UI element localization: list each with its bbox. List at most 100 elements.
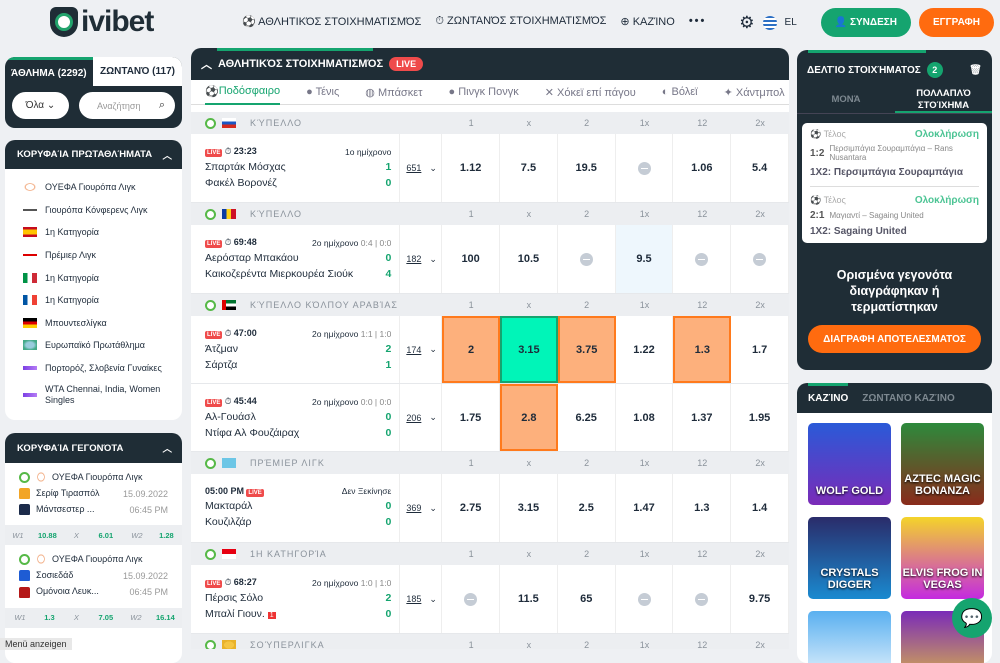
- home-team[interactable]: Σπαρτάκ Μόσχας: [205, 161, 286, 173]
- tab-live[interactable]: ΖΩΝΤΑΝΌ (117): [93, 57, 182, 86]
- trash-icon[interactable]: 🗑: [969, 64, 982, 76]
- odd-button[interactable]: 1.75: [442, 384, 500, 451]
- search-input[interactable]: Αναζήτηση ⌕: [79, 92, 175, 119]
- league-header[interactable]: ΠΡΈΜΙΕΡ ΛΙΓΚ 1 x 2 1x 12 2x: [191, 452, 789, 474]
- nav-sports[interactable]: ⚽ ΑΘΛΗΤΙΚΌΣ ΣΤΟΙΧΗΜΑΤΙΣΜΌΣ: [242, 16, 422, 28]
- casino-game-tile[interactable]: AZTEC MAGIC BONANZA: [901, 423, 984, 505]
- odd-button[interactable]: 11.5: [500, 565, 558, 633]
- collapse-icon[interactable]: ︿: [201, 59, 212, 71]
- collapse-icon[interactable]: ︿: [162, 150, 172, 162]
- away-team[interactable]: Κουζιλζάρ: [205, 516, 252, 528]
- markets-count-link[interactable]: 369: [406, 503, 422, 513]
- odd-button[interactable]: 1.06: [673, 134, 732, 202]
- league-item[interactable]: 1η Κατηγορία: [5, 221, 182, 244]
- nav-casino[interactable]: ⊕ ΚΑΖΊΝΟ: [620, 16, 675, 28]
- register-button[interactable]: ΕΓΓΡΑΦΗ: [918, 8, 994, 37]
- casino-game-tile[interactable]: [808, 611, 891, 663]
- league-header[interactable]: ΚΎΠΕΛΛΟ ΚΌΛΠΟΥ ΑΡΑΒΊΑΣ 1 x 2 1x 12 2x: [191, 294, 789, 316]
- collapse-icon[interactable]: ︿: [162, 444, 172, 455]
- league-item[interactable]: WTA Chennai, India, Women Singles: [5, 379, 182, 411]
- chat-button[interactable]: 💬: [952, 598, 992, 638]
- chevron-down-icon[interactable]: ⌄: [429, 502, 437, 513]
- tab-live-casino[interactable]: ΖΩΝΤΑΝΌ ΚΑΖΊΝΟ: [862, 392, 955, 404]
- odd-button[interactable]: 65: [558, 565, 616, 633]
- league-header[interactable]: ΣΟΎΠΕΡΛΙΓΚΑ 1 x 2 1x 12 2x: [191, 634, 789, 649]
- casino-game-tile[interactable]: CRYSTALS DIGGER: [808, 517, 891, 599]
- sport-tab[interactable]: ◐ Βόλεϊ: [661, 86, 698, 98]
- odd-button[interactable]: 2.8: [500, 384, 558, 451]
- sport-tab[interactable]: ✕ Χόκεϊ επί πάγου: [544, 86, 636, 99]
- away-team[interactable]: Φακέλ Βορονέζ: [205, 177, 277, 189]
- gear-icon[interactable]: ⚙: [739, 12, 755, 32]
- odd-button[interactable]: 6.25: [558, 384, 616, 451]
- odd-button[interactable]: 1.12: [442, 134, 501, 202]
- logo[interactable]: ivibet: [50, 5, 154, 39]
- odd-button[interactable]: 19.5: [558, 134, 616, 202]
- league-item[interactable]: Πορτορόζ, Σλοβενία Γυναίκες: [5, 357, 182, 380]
- tab-casino[interactable]: ΚΑΖΊΝΟ: [808, 392, 849, 404]
- odd-button[interactable]: 9.75: [731, 565, 789, 633]
- odd-button[interactable]: 3.15: [500, 316, 558, 383]
- odd-w1[interactable]: W1 1.3: [14, 613, 55, 622]
- odd-button[interactable]: 1.7: [731, 316, 789, 383]
- league-item[interactable]: ΟΥΕΦΑ Γιουρόπα Λιγκ: [5, 176, 182, 199]
- odd-x[interactable]: X 7.05: [73, 613, 114, 622]
- odd-button[interactable]: 1.08: [616, 384, 674, 451]
- league-header[interactable]: ΚΎΠΕΛΛΟ 1 x 2 1x 12 2x: [191, 203, 789, 225]
- sport-tab[interactable]: ● Πινγκ Πονγκ: [448, 86, 519, 98]
- odd-w1[interactable]: W1 10.88: [12, 530, 57, 540]
- odd-x[interactable]: X 6.01: [73, 530, 114, 540]
- odd-button[interactable]: 2.5: [558, 474, 616, 542]
- away-team[interactable]: Καικοζερέντα Μιερκουρέα Σιούκ: [205, 268, 354, 280]
- chevron-down-icon[interactable]: ⌄: [429, 253, 437, 264]
- league-item[interactable]: Γιουρόπα Κόνφερενς Λιγκ: [5, 199, 182, 222]
- markets-count-link[interactable]: 174: [406, 344, 422, 355]
- chevron-down-icon[interactable]: ⌄: [429, 593, 437, 604]
- league-header[interactable]: ΚΎΠΕΛΛΟ 1 x 2 1x 12 2x: [191, 112, 789, 134]
- chevron-down-icon[interactable]: ⌄: [429, 344, 437, 354]
- odd-button[interactable]: 5.4: [731, 134, 789, 202]
- tab-single[interactable]: ΜΟΝΆ: [831, 94, 861, 105]
- league-item[interactable]: Ευρωπαϊκό Πρωτάθλημα: [5, 334, 182, 357]
- odd-button[interactable]: 100: [442, 225, 501, 293]
- top-event-card[interactable]: ΟΥΕΦΑ Γιουρόπα Λιγκ Σερίφ Τιρασπόλ 15.09.…: [5, 463, 182, 546]
- sport-tab[interactable]: ⚽ Ποδόσφαιρο: [205, 80, 281, 105]
- markets-count-link[interactable]: 182: [406, 254, 422, 264]
- markets-count-link[interactable]: 206: [406, 412, 422, 423]
- sport-tab[interactable]: ✦ Χάντμπολ: [723, 86, 785, 99]
- sport-tab[interactable]: ● Τένις: [306, 86, 340, 98]
- casino-game-tile[interactable]: ELVIS FROG IN VEGAS: [901, 517, 984, 599]
- sport-tab[interactable]: ◍ Μπάσκετ: [365, 86, 423, 99]
- casino-game-tile[interactable]: WOLF GOLD: [808, 423, 891, 505]
- league-header[interactable]: 1Η ΚΑΤΗΓΟΡΊΑ 1 x 2 1x 12 2x: [191, 543, 789, 565]
- home-team[interactable]: Αλ-Γουάσλ: [205, 411, 256, 423]
- delete-result-button[interactable]: ΔΙΑΓΡΑΦΗ ΑΠΟΤΕΛΕΣΜΑΤΟΣ: [808, 325, 981, 353]
- login-button[interactable]: 👤 ΣΥΝΔΕΣΗ: [820, 8, 911, 37]
- league-item[interactable]: 1η Κατηγορία: [5, 266, 182, 289]
- top-event-card[interactable]: ΟΥΕΦΑ Γιουρόπα Λιγκ Σοσιεδάδ 15.09.2022 Ο…: [5, 545, 182, 628]
- odd-button[interactable]: 1.3: [673, 474, 732, 542]
- odd-w2[interactable]: W2 1.28: [131, 530, 174, 540]
- odd-w2[interactable]: W2 16.14: [130, 613, 175, 622]
- greek-flag-icon[interactable]: [762, 15, 777, 30]
- away-team[interactable]: Σάρτζα: [205, 359, 238, 371]
- odd-button[interactable]: 1.4: [731, 474, 789, 542]
- show-menu-label[interactable]: Menü anzeigen: [0, 638, 72, 650]
- league-item[interactable]: Πρέμιερ Λιγκ: [5, 244, 182, 267]
- league-item[interactable]: Μπουντεσλίγκα: [5, 312, 182, 335]
- odd-button[interactable]: 3.75: [557, 316, 616, 383]
- tab-sport[interactable]: ΆΘΛΗΜΑ (2292): [5, 57, 93, 86]
- filter-dropdown[interactable]: Όλα ⌄: [12, 92, 69, 119]
- odd-button[interactable]: 1.95: [731, 384, 789, 451]
- odd-button[interactable]: 9.5: [615, 225, 674, 293]
- odd-button[interactable]: 10.5: [500, 225, 558, 293]
- odd-button[interactable]: 3.15: [500, 474, 558, 542]
- odd-button[interactable]: 1.22: [616, 316, 674, 383]
- more-icon[interactable]: •••: [688, 15, 707, 27]
- league-item[interactable]: 1η Κατηγορία: [5, 289, 182, 312]
- chevron-down-icon[interactable]: ⌄: [429, 162, 437, 173]
- home-team[interactable]: Αερόσταρ Μπακάου: [205, 252, 299, 264]
- odd-button[interactable]: 2: [442, 316, 500, 383]
- away-team[interactable]: Μπαλί Γιουν.: [205, 608, 265, 620]
- language-selector[interactable]: EL: [784, 17, 797, 28]
